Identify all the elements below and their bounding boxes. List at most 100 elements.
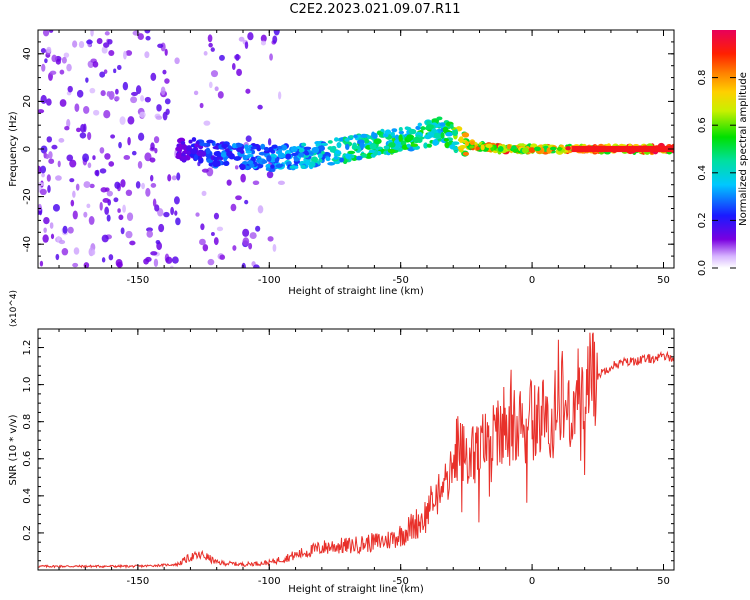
- spectrogram-cell: [110, 134, 116, 139]
- spectrogram-cell: [257, 104, 263, 110]
- spectrogram-signal-cell: [345, 143, 350, 150]
- spectrogram-signal-cell: [432, 139, 439, 146]
- spectrogram-cell: [127, 136, 131, 146]
- spectrogram-cell: [135, 85, 142, 95]
- spectrogram-signal-cell: [469, 145, 475, 149]
- spectrogram-cell: [269, 53, 273, 61]
- spectrogram-cell: [58, 239, 66, 245]
- spectrogram-signal-cell: [325, 156, 331, 162]
- spectrogram-cell: [43, 216, 50, 225]
- spectrogram-cell: [242, 228, 250, 237]
- spectrogram-signal-cell: [226, 150, 232, 157]
- spectrogram-cell: [108, 161, 115, 167]
- spectrogram-cell: [58, 138, 65, 143]
- spectrogram-cell: [235, 195, 242, 201]
- spectrogram-cell: [108, 254, 114, 261]
- spectrogram-cell: [114, 96, 120, 101]
- spectrogram-cell: [89, 87, 96, 94]
- spectrogram-cell: [208, 81, 213, 89]
- spectrogram-signal-cell: [221, 143, 229, 149]
- spectrogram-cell: [231, 63, 236, 70]
- spectrogram-signal-cell: [351, 144, 357, 150]
- spectrogram-cell: [103, 110, 111, 119]
- spectrogram-cell: [266, 171, 274, 179]
- spectrogram-cell: [255, 225, 261, 232]
- spectrogram-cell: [260, 34, 267, 43]
- spectrogram-cell: [155, 240, 161, 245]
- colorbar-gradient: [712, 30, 736, 268]
- spectrogram-cell: [149, 157, 156, 163]
- spectrogram-signal-cell: [395, 143, 402, 148]
- spectrogram-cell: [144, 51, 150, 59]
- spectrogram-cell: [247, 32, 254, 41]
- spectrogram-signal-cell: [408, 128, 417, 135]
- snr-multiplier: (x10^4): [9, 290, 19, 327]
- spectrogram-cell: [100, 187, 108, 193]
- spectrogram-signal-cell: [263, 146, 269, 152]
- spectrogram-signal-cell: [445, 131, 453, 137]
- spectrogram-cell: [257, 205, 264, 214]
- spectrogram-signal-cell: [180, 140, 186, 145]
- spectrogram-cell: [103, 69, 108, 74]
- colorbar-tick-label: 0.8: [697, 70, 708, 86]
- spectrogram-signal-cell: [458, 136, 464, 143]
- spectrogram-signal-cell: [449, 124, 454, 129]
- spectrogram-signal-cell: [327, 162, 336, 166]
- spectrogram-cell: [48, 158, 55, 164]
- spectrogram-signal-cell: [442, 126, 449, 133]
- spectrogram-cell: [125, 50, 133, 56]
- spectrogram-cell: [72, 40, 78, 48]
- spectrogram-cell: [236, 68, 242, 77]
- spectrogram-cell: [79, 132, 87, 139]
- spectrogram-signal-cell: [177, 138, 183, 143]
- spectrogram-cell: [210, 232, 215, 237]
- spectrogram-cell: [174, 210, 178, 216]
- spectrogram-cell: [156, 104, 162, 112]
- spectrogram-cell: [162, 69, 167, 75]
- spectrogram-cell: [46, 174, 51, 182]
- spectrogram-signal-cell: [497, 145, 504, 153]
- spectrogram-ytick-label: -40: [22, 236, 33, 252]
- spectrogram-signal-cell: [398, 130, 405, 135]
- spectrogram-cell: [66, 118, 71, 128]
- spectrogram-cell: [249, 232, 257, 240]
- spectrogram-signal-cell: [298, 152, 305, 158]
- spectrogram-signal-cell: [347, 150, 356, 155]
- spectrogram-cell: [106, 190, 113, 197]
- spectrogram-cell: [120, 227, 125, 235]
- spectrogram-cell: [144, 152, 152, 162]
- spectrogram-xtick-label: -100: [258, 275, 281, 286]
- spectrogram-signal-cell: [294, 165, 299, 169]
- spectrogram-cell: [102, 197, 110, 203]
- spectrogram-cell: [90, 30, 94, 37]
- spectrogram-signal-cell: [383, 145, 390, 150]
- spectrogram-signal-cell: [190, 148, 198, 155]
- spectrogram-cell: [226, 179, 232, 186]
- spectrogram-signal-cell: [270, 164, 275, 169]
- spectrogram-cell: [66, 154, 74, 162]
- spectrogram-signal-cell: [462, 151, 470, 156]
- spectrogram-cell: [153, 136, 160, 144]
- spectrogram-cell: [232, 245, 237, 251]
- colorbar: 0.0 0.2 0.4 0.6 0.8 Normalized spectral ampl…: [697, 30, 749, 276]
- spectrogram-cell: [208, 42, 213, 48]
- spectrogram-signal-cell: [186, 145, 192, 152]
- spectrogram-cell: [38, 109, 45, 114]
- spectrogram-cell: [163, 211, 170, 218]
- spectrogram-signal-cell: [390, 131, 396, 137]
- spectrogram-signal-cell: [387, 148, 396, 154]
- spectrogram-cell: [175, 217, 181, 226]
- spectrogram-cell: [150, 72, 157, 81]
- spectrogram-cell: [51, 144, 58, 150]
- spectrogram-cell: [245, 88, 251, 94]
- spectrogram-cell: [234, 165, 239, 170]
- spectrogram-cell: [131, 91, 138, 96]
- spectrogram-cell: [39, 188, 47, 196]
- spectrogram-signal-cell: [285, 153, 292, 159]
- spectrogram-cell: [72, 210, 78, 220]
- spectrogram-signal-cell: [277, 148, 283, 154]
- spectrogram-signal-cell: [265, 167, 270, 171]
- spectrogram-cell: [267, 236, 274, 242]
- spectrogram-xtick-label: -150: [127, 275, 150, 286]
- spectrogram-cell: [164, 78, 170, 84]
